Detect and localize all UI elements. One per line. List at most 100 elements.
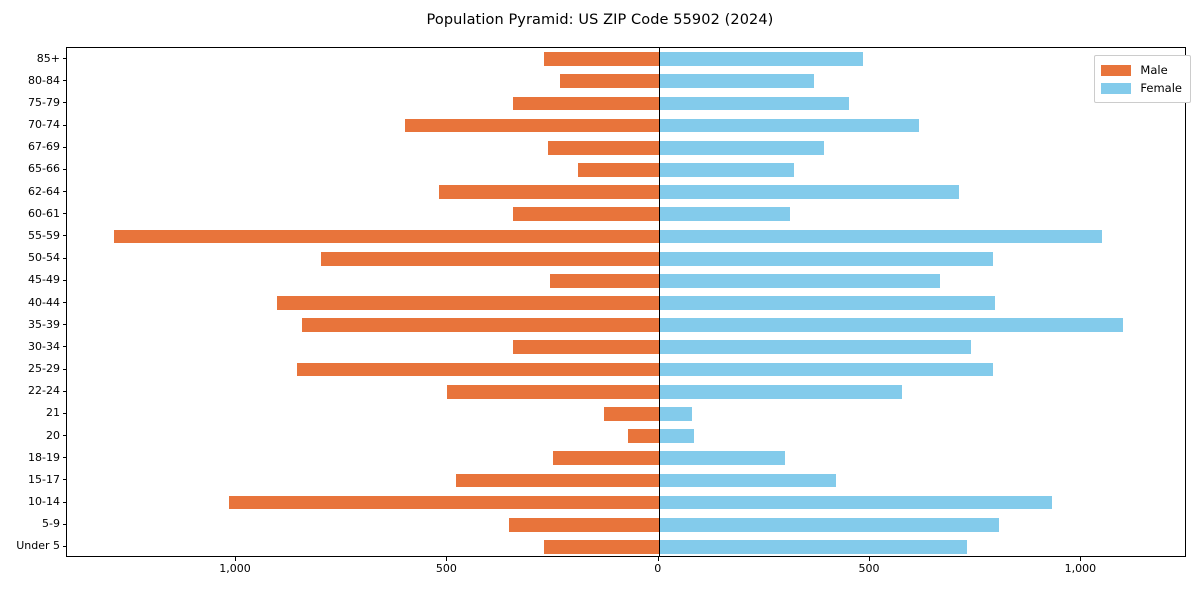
y-tick-label: 20 — [46, 428, 60, 442]
y-tick-label: 85+ — [36, 51, 60, 65]
bar-female — [658, 384, 902, 399]
bar-male — [543, 52, 659, 66]
y-tick-mark — [63, 479, 67, 481]
y-tick-mark — [63, 302, 67, 303]
bar-row — [67, 473, 1185, 488]
bar-female — [658, 340, 972, 355]
y-tick-label: 55-59 — [28, 228, 60, 242]
y-tick-mark — [63, 523, 67, 525]
x-tick-label: 1,000 — [1064, 562, 1097, 575]
bar-male — [228, 495, 659, 510]
y-tick-mark — [63, 102, 67, 104]
y-tick-mark — [63, 124, 67, 126]
bar-row — [67, 384, 1185, 399]
plot-area — [66, 47, 1186, 557]
bar-male — [512, 207, 659, 222]
bar-male — [547, 140, 659, 155]
x-tick-mark — [1080, 557, 1082, 561]
bar-male — [549, 273, 659, 288]
zero-axis-line — [658, 48, 660, 556]
y-tick-label: 5-9 — [42, 517, 60, 531]
bar-row — [67, 207, 1185, 222]
y-tick-mark — [63, 435, 67, 437]
y-axis: 85+ 80-84 75-79 70-74 67-69 65-66 62-64 60-61 55… — [0, 47, 60, 557]
x-tick-label: 500 — [435, 562, 457, 575]
x-tick-mark — [446, 557, 448, 561]
y-tick-mark — [63, 390, 67, 392]
bar-male — [543, 540, 659, 554]
bar-female — [658, 185, 959, 199]
bar-row — [67, 185, 1185, 199]
x-tick-mark — [657, 557, 659, 561]
bar-row — [67, 451, 1185, 466]
bar-female — [658, 429, 695, 443]
bar-female — [658, 118, 919, 133]
bar-row — [67, 251, 1185, 266]
bar-row — [67, 517, 1185, 532]
page-title: Population Pyramid: US ZIP Code 55902 (2… — [426, 12, 774, 28]
x-tick-label: 1,000 — [219, 562, 251, 575]
y-tick-label: 21 — [46, 406, 60, 420]
y-tick-mark — [63, 368, 67, 370]
bar-female — [658, 362, 993, 377]
bar-female — [658, 207, 790, 222]
bar-male — [559, 74, 659, 89]
y-tick-label: 18-19 — [28, 450, 60, 464]
bar-female — [658, 296, 995, 310]
y-tick-mark — [63, 191, 67, 193]
bar-male — [604, 406, 659, 421]
bar-female — [658, 251, 993, 266]
y-tick-mark — [63, 346, 67, 348]
y-tick-mark — [63, 545, 67, 547]
bar-male — [297, 362, 659, 377]
bar-male — [553, 451, 659, 466]
bar-male — [438, 185, 659, 199]
y-tick-mark — [63, 146, 67, 148]
bar-female — [658, 163, 794, 177]
bar-male — [508, 517, 659, 532]
y-tick-label: 40-44 — [28, 295, 60, 309]
bar-female — [658, 74, 815, 89]
bar-male — [320, 251, 659, 266]
bar-male — [627, 429, 659, 443]
y-tick-mark — [63, 412, 67, 414]
y-tick-label: 45-49 — [28, 273, 60, 287]
bar-male — [447, 384, 659, 399]
bar-male — [512, 96, 659, 111]
y-tick-label: 70-74 — [28, 118, 60, 132]
x-tick-mark — [235, 557, 237, 561]
chart-legend: Male Female — [1094, 55, 1191, 103]
bar-male — [113, 229, 659, 244]
bar-male — [404, 118, 659, 133]
x-tick-label: 500 — [858, 562, 880, 575]
bar-row — [67, 318, 1185, 333]
bar-row — [67, 340, 1185, 355]
y-tick-mark — [63, 279, 67, 281]
legend-swatch-female — [1101, 82, 1132, 94]
bar-row — [67, 540, 1185, 554]
bar-male — [578, 163, 659, 177]
x-tick-label: 0 — [654, 562, 662, 575]
y-tick-mark — [63, 58, 67, 60]
y-tick-label: 50-54 — [28, 251, 60, 265]
y-tick-label: 22-24 — [28, 384, 60, 398]
bar-row — [67, 273, 1185, 288]
bar-female — [658, 451, 786, 466]
y-tick-label: 25-29 — [28, 362, 60, 376]
bar-row — [67, 52, 1185, 66]
bar-row — [67, 296, 1185, 310]
y-tick-mark — [63, 235, 67, 237]
bar-female — [658, 473, 837, 488]
y-tick-label: 75-79 — [28, 95, 60, 109]
y-tick-label: 80-84 — [28, 73, 60, 87]
y-tick-mark — [63, 501, 67, 503]
bar-row — [67, 362, 1185, 377]
y-tick-mark — [63, 324, 67, 326]
bar-row — [67, 140, 1185, 155]
y-tick-label: 30-34 — [28, 339, 60, 353]
legend-label-female: Female — [1140, 81, 1182, 95]
bar-row — [67, 96, 1185, 111]
bar-male — [512, 340, 659, 355]
y-tick-label: 35-39 — [28, 317, 60, 331]
bar-row — [67, 495, 1185, 510]
